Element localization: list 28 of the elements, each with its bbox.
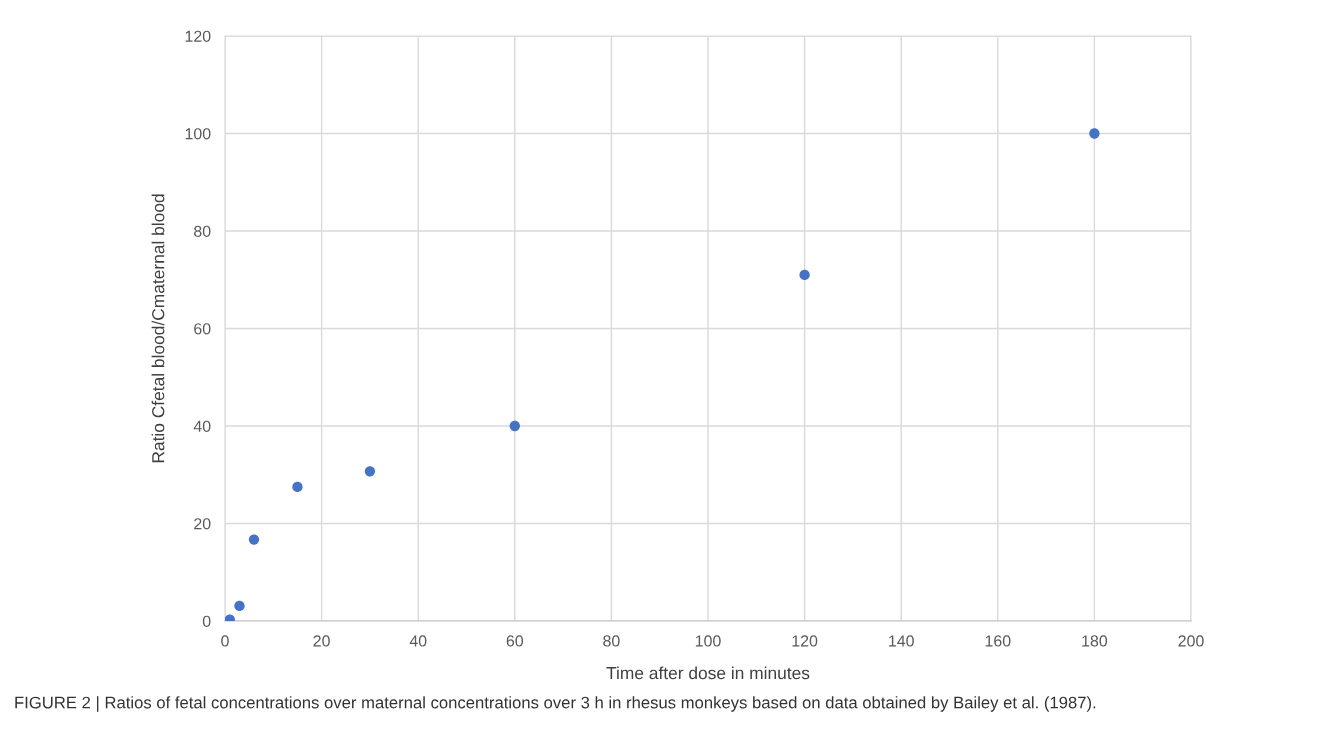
x-tick-label: 100	[695, 635, 721, 647]
x-tick-label: 40	[409, 635, 427, 647]
y-tick-label: 120	[185, 30, 211, 42]
x-tick-label: 160	[985, 635, 1011, 647]
y-tick-label: 60	[194, 323, 211, 335]
point	[292, 481, 303, 493]
x-tick-label: 200	[1178, 635, 1204, 647]
x-tick-label: 140	[889, 635, 914, 647]
point	[234, 600, 245, 612]
x-tick-label: 180	[1082, 635, 1108, 647]
x-tick-label: 0	[221, 635, 229, 647]
point	[364, 466, 376, 477]
y-tick-label: 20	[194, 518, 211, 530]
x-tick-label: 60	[506, 635, 524, 647]
caption: FIGURE 2 | Ratios of fetal concentrations over maternal concentrations over 3 h in rhesus monkeys based on data obtained by Bailey et al. (1987).	[15, 696, 1096, 712]
y-tick-label: 40	[193, 420, 211, 432]
x-tick-label: 120	[792, 635, 818, 647]
point	[1089, 128, 1100, 139]
y-tick-label: 80	[194, 225, 211, 237]
point	[799, 269, 810, 281]
point	[248, 534, 260, 545]
y-tick-label: 0	[202, 615, 211, 627]
y-axis-title: Ratio Cfetal blood/Cmaternal blood	[151, 194, 165, 463]
point	[509, 420, 520, 432]
x-tick-label: 20	[313, 635, 330, 647]
x-tick-label: 80	[603, 635, 620, 647]
y-tick-label: 100	[185, 128, 211, 140]
x-axis-title: Time after dose in minutes	[606, 666, 810, 680]
